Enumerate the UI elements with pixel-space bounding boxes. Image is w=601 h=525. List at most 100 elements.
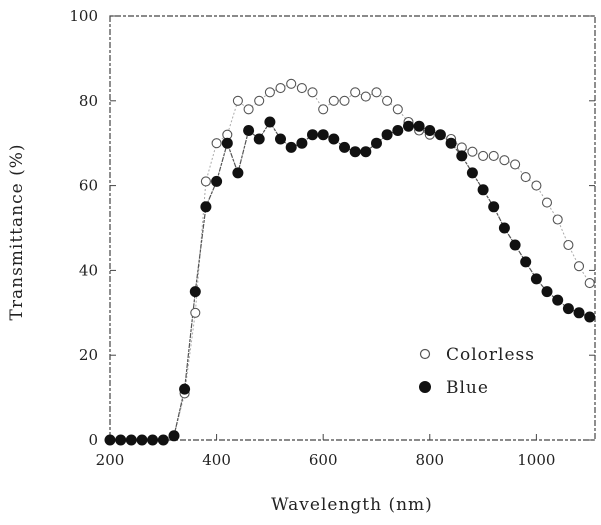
point-colorless <box>328 95 339 106</box>
x-tick-label: 800 <box>415 451 444 469</box>
point-blue <box>424 125 436 136</box>
point-blue <box>147 434 159 446</box>
point-blue <box>232 167 244 179</box>
x-axis-title: Wavelength (nm) <box>271 495 433 515</box>
legend-label-colorless: Colorless <box>446 345 535 365</box>
point-colorless <box>520 172 531 183</box>
lines-layer <box>110 83 591 441</box>
point-blue <box>179 383 191 395</box>
point-colorless <box>510 159 521 170</box>
point-colorless <box>307 87 318 98</box>
point-blue <box>445 137 457 149</box>
point-blue <box>509 239 521 251</box>
legend-label-blue: Blue <box>446 378 489 398</box>
ticks-layer: 200 400 600 800 1000 0 20 40 60 80 100 <box>69 7 595 469</box>
point-blue <box>434 129 446 141</box>
point-blue <box>157 434 169 446</box>
y-tick-label: 20 <box>79 346 98 364</box>
point-blue <box>253 133 265 145</box>
point-colorless <box>478 150 489 161</box>
x-tick-label: 200 <box>96 451 125 469</box>
point-blue <box>488 201 500 213</box>
point-blue <box>584 311 596 323</box>
point-blue <box>530 273 542 285</box>
point-colorless <box>573 261 585 272</box>
point-blue <box>392 125 404 136</box>
point-colorless <box>488 150 499 161</box>
point-blue <box>211 175 223 187</box>
plot-frame <box>109 15 596 441</box>
legend: Colorless Blue <box>419 345 535 398</box>
point-colorless <box>296 83 307 94</box>
point-blue <box>125 434 137 446</box>
point-colorless <box>243 104 254 115</box>
y-tick-label: 60 <box>79 177 98 195</box>
series-line-blue <box>110 120 590 441</box>
point-colorless <box>350 87 361 98</box>
point-blue <box>317 129 329 141</box>
point-blue <box>466 167 478 179</box>
point-blue <box>552 294 564 306</box>
y-tick-label: 100 <box>69 7 98 25</box>
point-colorless <box>499 155 510 166</box>
point-colorless <box>200 176 211 187</box>
legend-marker-blue <box>419 381 431 393</box>
point-blue <box>104 434 116 446</box>
point-blue <box>360 146 372 158</box>
point-blue <box>339 141 350 153</box>
point-colorless <box>339 95 350 106</box>
point-blue <box>189 286 201 298</box>
point-blue <box>136 434 148 446</box>
point-colorless <box>286 78 297 89</box>
point-blue <box>371 137 382 149</box>
x-tick-label: 1000 <box>517 451 555 469</box>
point-colorless <box>190 307 201 318</box>
point-colorless <box>584 278 595 289</box>
point-blue <box>477 184 489 196</box>
points-layer <box>104 78 596 446</box>
point-blue <box>285 141 297 153</box>
point-colorless <box>552 214 563 225</box>
point-colorless <box>541 197 553 208</box>
point-colorless <box>232 95 243 106</box>
point-blue <box>456 150 468 162</box>
point-blue <box>264 116 276 128</box>
point-blue <box>413 120 425 132</box>
series-line-colorless <box>110 83 591 441</box>
y-tick-label: 40 <box>79 261 98 279</box>
point-colorless <box>467 146 478 157</box>
point-blue <box>381 129 393 141</box>
point-colorless <box>360 91 371 102</box>
point-colorless <box>275 83 286 94</box>
y-axis-title: Transmittance (%) <box>7 144 27 321</box>
point-blue <box>498 222 510 234</box>
point-blue <box>403 120 414 132</box>
x-tick-label: 400 <box>202 451 231 469</box>
legend-marker-colorless <box>419 348 431 360</box>
point-blue <box>168 430 180 442</box>
point-colorless <box>563 239 574 251</box>
point-colorless <box>371 87 382 98</box>
point-blue <box>221 137 233 149</box>
point-colorless <box>254 95 265 106</box>
point-blue <box>243 125 255 136</box>
point-colorless <box>531 180 542 191</box>
point-blue <box>275 133 286 145</box>
y-tick-label: 80 <box>79 92 98 110</box>
point-blue <box>296 137 308 149</box>
point-blue <box>349 146 361 158</box>
point-blue <box>307 129 318 141</box>
point-colorless <box>211 138 222 149</box>
point-blue <box>541 286 553 298</box>
y-tick-label: 0 <box>88 431 98 449</box>
point-colorless <box>318 104 329 115</box>
point-blue <box>520 256 532 268</box>
point-colorless <box>382 95 393 106</box>
point-blue <box>115 434 127 446</box>
point-blue <box>200 201 212 213</box>
point-colorless <box>392 104 403 115</box>
x-tick-label: 600 <box>309 451 338 469</box>
point-blue <box>328 133 340 145</box>
point-colorless <box>264 87 275 98</box>
